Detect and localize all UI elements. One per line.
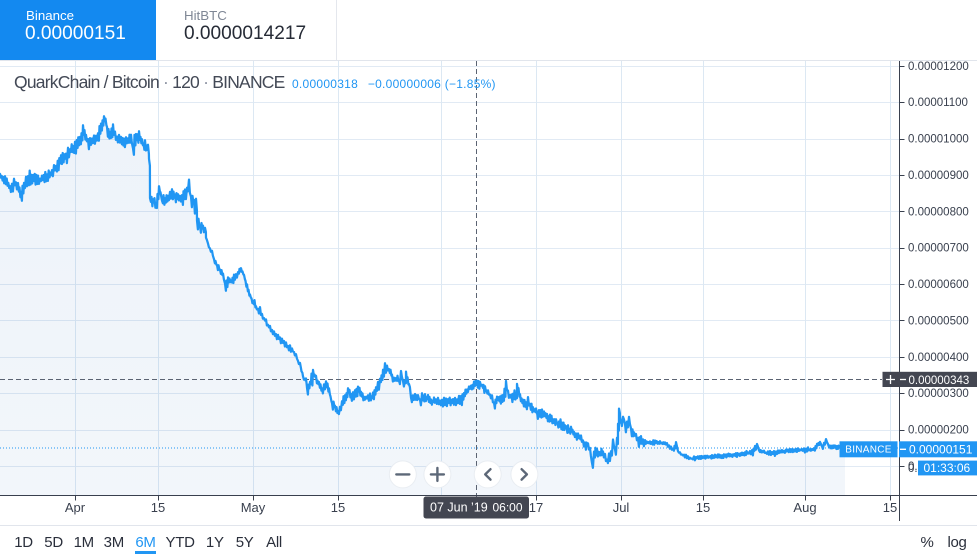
svg-text:15: 15 (883, 500, 897, 515)
svg-text:0.00000400: 0.00000400 (908, 352, 969, 364)
svg-text:06:00: 06:00 (493, 500, 523, 514)
svg-text:BINANCE: BINANCE (845, 445, 892, 456)
svg-text:15: 15 (696, 500, 710, 515)
svg-text:Jul: Jul (613, 500, 630, 515)
svg-text:15: 15 (151, 500, 165, 515)
svg-text:0.00000600: 0.00000600 (908, 279, 969, 291)
svg-text:15: 15 (331, 500, 345, 515)
svg-text:Apr: Apr (65, 500, 86, 515)
svg-text:07 Jun ’19: 07 Jun ’19 (430, 501, 488, 515)
svg-text:0.00000343: 0.00000343 (909, 375, 970, 387)
svg-text:17: 17 (529, 500, 543, 515)
svg-text:0.00000300: 0.00000300 (908, 388, 969, 400)
svg-text:0.00000700: 0.00000700 (908, 243, 969, 255)
svg-text:0.00000800: 0.00000800 (908, 206, 969, 218)
svg-text:01:33:06: 01:33:06 (924, 461, 971, 475)
svg-text:0.00000500: 0.00000500 (908, 315, 969, 327)
svg-text:0.00001000: 0.00001000 (908, 134, 969, 146)
svg-text:0.00001200: 0.00001200 (908, 61, 969, 73)
svg-text:0.00001100: 0.00001100 (908, 97, 968, 109)
svg-text:Aug: Aug (793, 500, 816, 515)
svg-text:0.00000151: 0.00000151 (909, 442, 973, 456)
svg-text:May: May (241, 500, 266, 515)
svg-text:0.00000200: 0.00000200 (908, 425, 969, 437)
svg-text:0.00000900: 0.00000900 (908, 170, 969, 182)
